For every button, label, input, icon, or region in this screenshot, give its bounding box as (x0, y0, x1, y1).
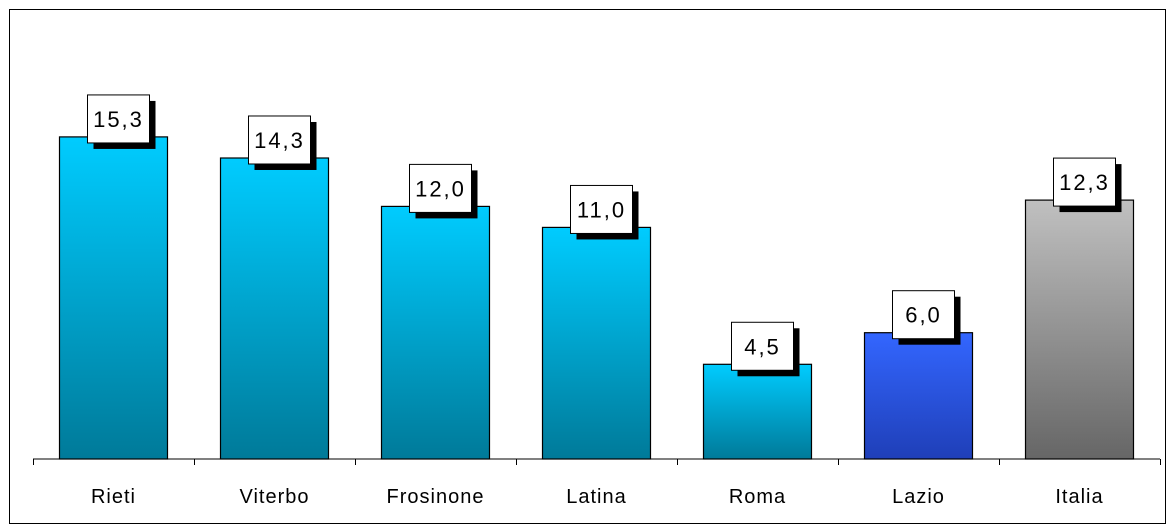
bar-rieti (58, 136, 169, 460)
value-labels: 15,3 14,3 12,0 11,0 4,5 6,0 12,3 (87, 94, 1122, 377)
value-label-box (892, 290, 955, 340)
value-label-roma: 4,5 (744, 334, 781, 359)
bar-lazio (863, 332, 974, 460)
value-label-frosinone: 12,0 (415, 176, 466, 201)
value-label-lazio: 6,0 (905, 303, 942, 328)
value-label-rieti: 15,3 (93, 107, 144, 132)
x-tick-label-frosinone: Frosinone (387, 486, 485, 508)
bars-layer (58, 136, 1135, 460)
x-tick-label-latina: Latina (566, 486, 627, 508)
bar-italia (1024, 199, 1135, 460)
x-axis (33, 458, 1161, 465)
value-label-italia: 12,3 (1059, 170, 1110, 195)
value-label-viterbo: 14,3 (254, 128, 305, 153)
bar-viterbo (219, 157, 330, 460)
x-tick-labels: Rieti Viterbo Frosinone Latina Roma Lazio Ital… (91, 486, 1103, 508)
x-tick-label-lazio: Lazio (892, 486, 945, 508)
value-label-box (248, 115, 311, 165)
x-tick-label-roma: Roma (729, 486, 786, 508)
x-tick-label-italia: Italia (1055, 486, 1103, 508)
bar-roma (702, 363, 813, 460)
bar-frosinone (380, 205, 491, 460)
x-tick-label-rieti: Rieti (91, 486, 136, 508)
value-label-box (731, 321, 794, 371)
value-label-box (570, 184, 633, 234)
bar-latina (541, 226, 652, 460)
value-label-box (1053, 157, 1116, 207)
value-label-box (409, 163, 472, 213)
x-tick-label-viterbo: Viterbo (239, 486, 309, 508)
value-label-latina: 11,0 (577, 197, 626, 222)
value-label-box (87, 94, 150, 144)
